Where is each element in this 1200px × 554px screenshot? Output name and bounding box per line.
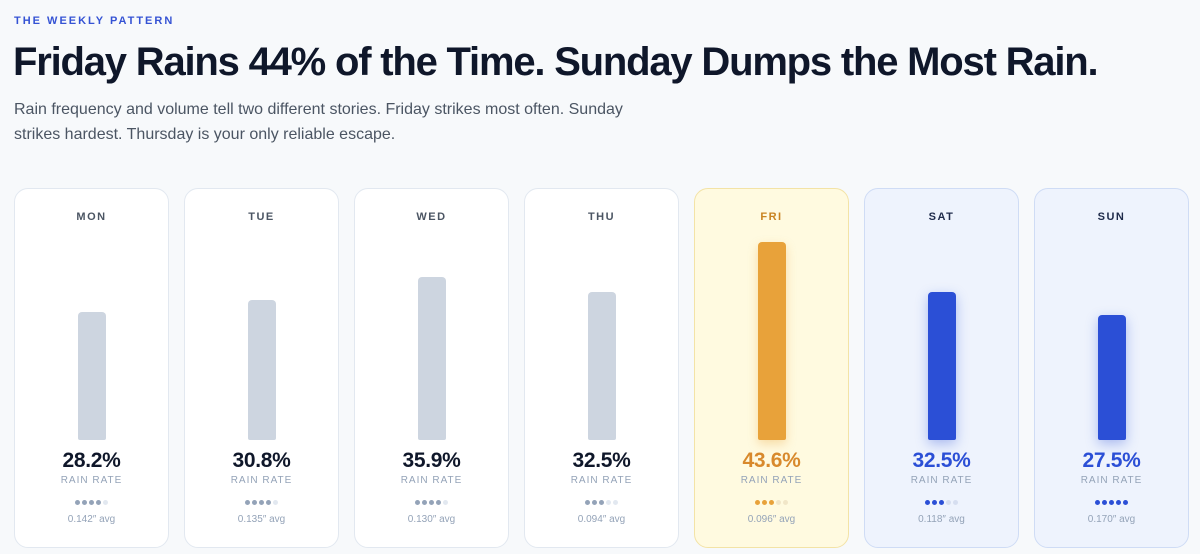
avg-label: 0.118″ avg (918, 514, 965, 525)
value-caption: RAIN RATE (400, 475, 463, 486)
value-caption: RAIN RATE (60, 475, 123, 486)
eyebrow: THE WEEKLY PATTERN (14, 15, 175, 27)
dot (939, 500, 944, 505)
value-label: 28.2% (62, 449, 121, 472)
dot (585, 500, 590, 505)
value-label: 30.8% (232, 449, 291, 472)
dot (75, 500, 80, 505)
avg-label: 0.094″ avg (577, 514, 626, 525)
avg-label: 0.096″ avg (747, 514, 796, 525)
dot (769, 500, 774, 505)
dot (89, 500, 94, 505)
intensity-rating (1035, 500, 1188, 505)
dot (599, 500, 604, 505)
value-label: 32.5% (572, 449, 631, 472)
avg-label: 0.135″ avg (237, 514, 286, 525)
dot (755, 500, 760, 505)
avg-label: 0.170″ avg (1087, 514, 1136, 525)
day-label: THU (587, 211, 616, 223)
dot (415, 500, 420, 505)
day-label: MON (76, 211, 107, 223)
day-label: FRI (760, 211, 783, 223)
day-label: WED (416, 211, 447, 223)
value-label: 35.9% (402, 449, 461, 472)
dot (932, 500, 937, 505)
day-label: SUN (1097, 211, 1126, 223)
intensity-rating (185, 500, 338, 505)
avg-label: 0.130″ avg (407, 514, 456, 525)
day-label: SAT (928, 211, 955, 223)
day-card: FRI 43.6% RAIN RATE 0.096″ avg (694, 188, 849, 548)
dot (1116, 500, 1121, 505)
value-caption: RAIN RATE (570, 475, 633, 486)
dot (762, 500, 767, 505)
dot (103, 500, 108, 505)
value-label: 32.5% (912, 449, 971, 472)
bar (247, 300, 276, 440)
day-card: THU 32.5% RAIN RATE 0.094″ avg (524, 188, 679, 548)
intensity-rating (355, 500, 508, 505)
day-card: SUN 27.5% RAIN RATE 0.170″ avg (1034, 188, 1189, 548)
bar (927, 292, 956, 440)
dot (422, 500, 427, 505)
day-card: WED 35.9% RAIN RATE 0.130″ avg (354, 188, 509, 548)
dot (613, 500, 618, 505)
dot (1109, 500, 1114, 505)
bar (77, 311, 106, 440)
value-label: 27.5% (1082, 449, 1141, 472)
day-card: TUE 30.8% RAIN RATE 0.135″ avg (184, 188, 339, 548)
subtitle: Rain frequency and volume tell two diffe… (14, 101, 623, 143)
bar (587, 292, 616, 440)
dot (606, 500, 611, 505)
avg-label: 0.142″ avg (67, 514, 116, 525)
value-caption: RAIN RATE (230, 475, 293, 486)
bar (757, 242, 786, 440)
dot (592, 500, 597, 505)
title: Friday Rains 44% of the Time. Sunday Dum… (13, 40, 1099, 84)
dot (925, 500, 930, 505)
dot (245, 500, 250, 505)
dot (1095, 500, 1100, 505)
intensity-rating (525, 500, 678, 505)
dot (82, 500, 87, 505)
dot (953, 500, 958, 505)
bar (1097, 315, 1126, 440)
dot (259, 500, 264, 505)
intensity-rating (865, 500, 1018, 505)
dot (96, 500, 101, 505)
dot (436, 500, 441, 505)
dot (1102, 500, 1107, 505)
bar (417, 276, 446, 440)
value-caption: RAIN RATE (1080, 475, 1143, 486)
intensity-rating (695, 500, 848, 505)
dot (776, 500, 781, 505)
dot (266, 500, 271, 505)
intensity-rating (15, 500, 168, 505)
dot (443, 500, 448, 505)
dot (429, 500, 434, 505)
dot (783, 500, 788, 505)
value-label: 43.6% (742, 449, 801, 472)
dot (252, 500, 257, 505)
dot (946, 500, 951, 505)
day-card: SAT 32.5% RAIN RATE 0.118″ avg (864, 188, 1019, 548)
dot (273, 500, 278, 505)
value-caption: RAIN RATE (910, 475, 973, 486)
dot (1123, 500, 1128, 505)
day-card: MON 28.2% RAIN RATE 0.142″ avg (14, 188, 169, 548)
day-label: TUE (248, 211, 275, 223)
value-caption: RAIN RATE (740, 475, 803, 486)
